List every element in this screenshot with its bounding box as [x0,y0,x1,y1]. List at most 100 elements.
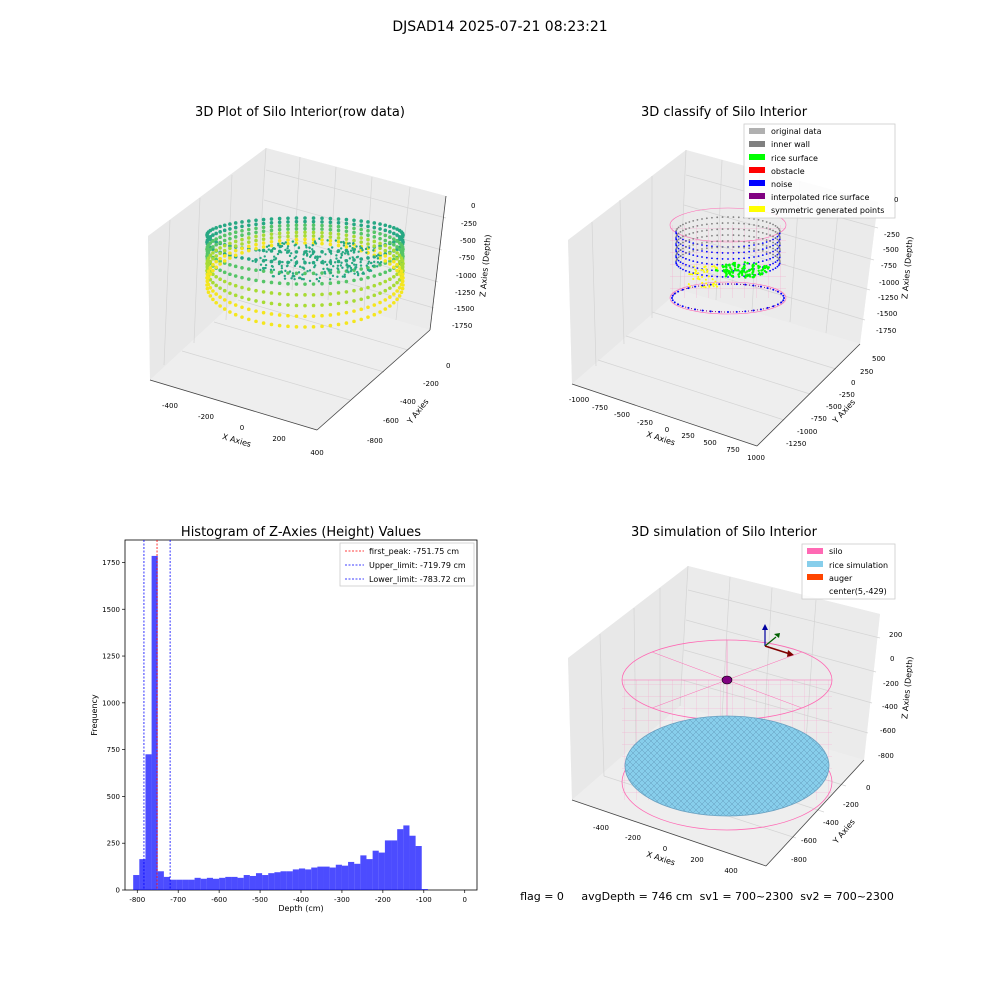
classify-point [685,270,687,272]
classify-point [716,286,718,288]
classify-point [716,216,718,218]
raw-point [270,221,274,225]
sim-legend-label: auger [829,574,853,583]
raw-point [273,256,275,258]
classify-z-tick: -750 [881,262,897,270]
classify-point [727,222,729,224]
classify-point [777,303,779,305]
classify-point [711,265,713,267]
classify-point [772,230,774,232]
raw-point [392,249,396,253]
raw-point [367,269,369,271]
classify-point [676,252,678,254]
classify-point [722,276,724,278]
raw-point [324,261,326,263]
classify-point [675,255,677,257]
raw-point [392,254,396,258]
raw-point [316,259,318,261]
raw-point [341,254,343,256]
classify-point [738,216,740,218]
hist-y-tick-label: 1250 [102,653,120,661]
raw-point [262,321,266,325]
sim-y-tick: -600 [801,837,817,845]
raw-point [287,245,289,247]
raw-point [326,267,328,269]
classify-point [727,258,729,260]
raw-point [254,231,258,235]
raw-point [349,245,351,247]
classify-point [748,251,750,253]
classify-point [772,245,774,247]
raw-point [306,270,308,272]
hist-bar [360,855,366,890]
classify-point [778,252,780,254]
raw-point [234,313,238,317]
raw-point [259,269,261,271]
sim-y-tick: -400 [823,819,839,827]
classify-point [766,221,768,223]
classify-point [678,244,680,246]
classify-point [736,311,738,313]
classify-point [780,293,782,295]
classify-point [682,236,684,238]
classify-point [766,245,768,247]
raw-point [302,267,304,269]
classify-legend-label: symmetric generated points [771,206,884,215]
raw-point [289,255,291,257]
raw-point [303,241,307,245]
classify-legend-label: interpolated rice surface [771,193,869,202]
raw-point [383,249,387,253]
raw-point [278,232,282,236]
classify-point [732,272,734,274]
classify-point [701,276,703,278]
raw-point [388,295,392,299]
hist-bar [348,862,354,890]
raw-point [392,275,396,279]
hist-plot-area [125,540,477,890]
classify-point [766,233,768,235]
raw-point [278,313,282,317]
raw-point [345,230,349,234]
classify-point [761,272,763,274]
raw-zlabel: Z Axies (Depth) [478,234,492,297]
classify-point [680,261,682,263]
raw-point [330,252,332,254]
raw-x-tick: 400 [310,449,323,457]
classify-point [762,220,764,222]
classify-point [688,273,690,275]
classify-point [688,233,690,235]
raw-point [292,272,294,274]
raw-point [359,228,363,232]
raw-point [372,274,376,278]
classify-point [772,224,774,226]
classify-point [675,254,677,256]
classify-point [692,226,694,228]
raw-y-tick: -600 [383,417,399,425]
raw-point [228,291,232,295]
raw-point [262,267,264,269]
raw-point [286,314,290,318]
raw-point [345,301,349,305]
raw-point [277,253,279,255]
raw-point [234,235,238,239]
raw-xlabel: X Axies [221,432,252,449]
raw-point [290,252,292,254]
raw-point [301,278,303,280]
raw-point [223,271,227,275]
classify-point [692,250,694,252]
raw-point [372,303,376,307]
raw-point [218,225,222,229]
classify-point [733,258,735,260]
classify-point [736,269,738,271]
raw-point [258,249,260,251]
raw-point [262,259,266,263]
raw-point [359,223,363,227]
raw-point [262,249,266,253]
classify-point [733,222,735,224]
raw-point [388,225,392,229]
classify-point [692,254,694,256]
raw-point [262,290,266,294]
sim-xlabel: X Axies [645,850,676,868]
raw-point [377,257,379,259]
classify-point [678,260,680,262]
